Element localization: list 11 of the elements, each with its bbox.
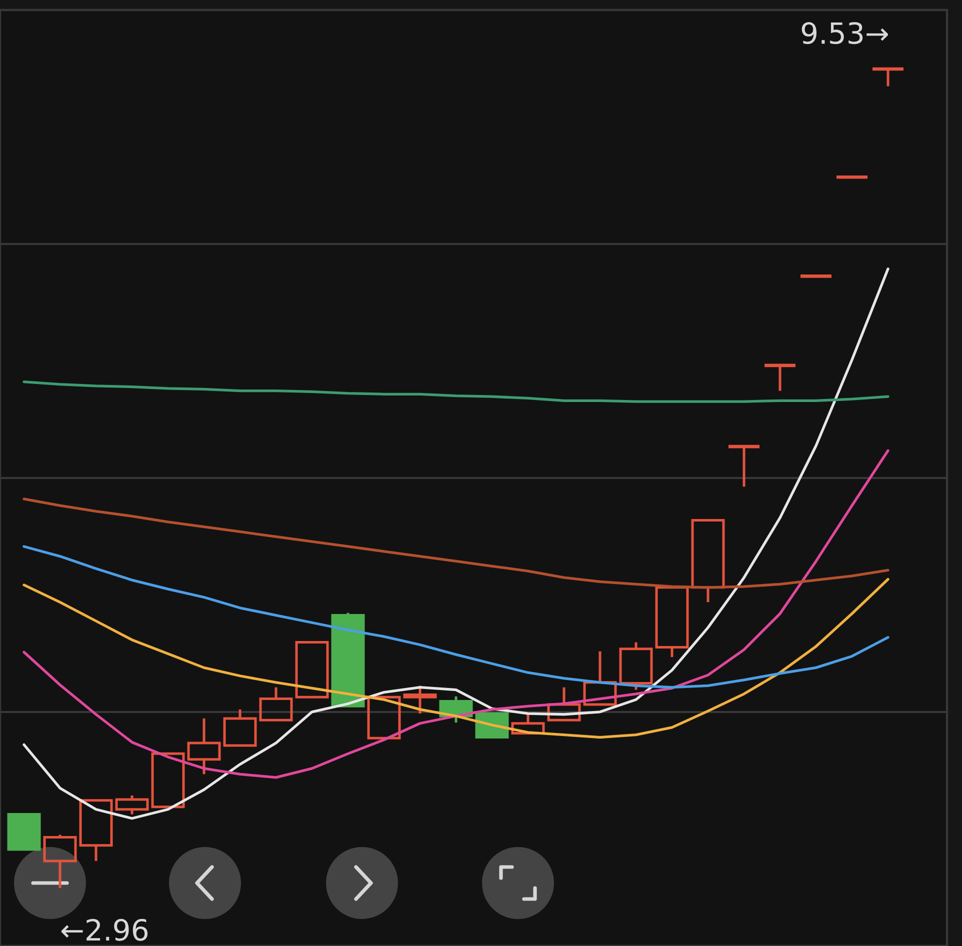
candlestick xyxy=(79,799,113,862)
candlestick xyxy=(403,684,437,715)
candlestick xyxy=(43,834,77,890)
candlestick xyxy=(115,794,149,816)
candlestick xyxy=(295,641,329,698)
text: 9.53→ xyxy=(802,22,888,44)
candlestick xyxy=(223,708,257,747)
candlestick xyxy=(187,717,221,776)
candlestick xyxy=(7,813,41,851)
text: ←2.96 xyxy=(61,918,148,941)
candlestick xyxy=(259,686,293,722)
